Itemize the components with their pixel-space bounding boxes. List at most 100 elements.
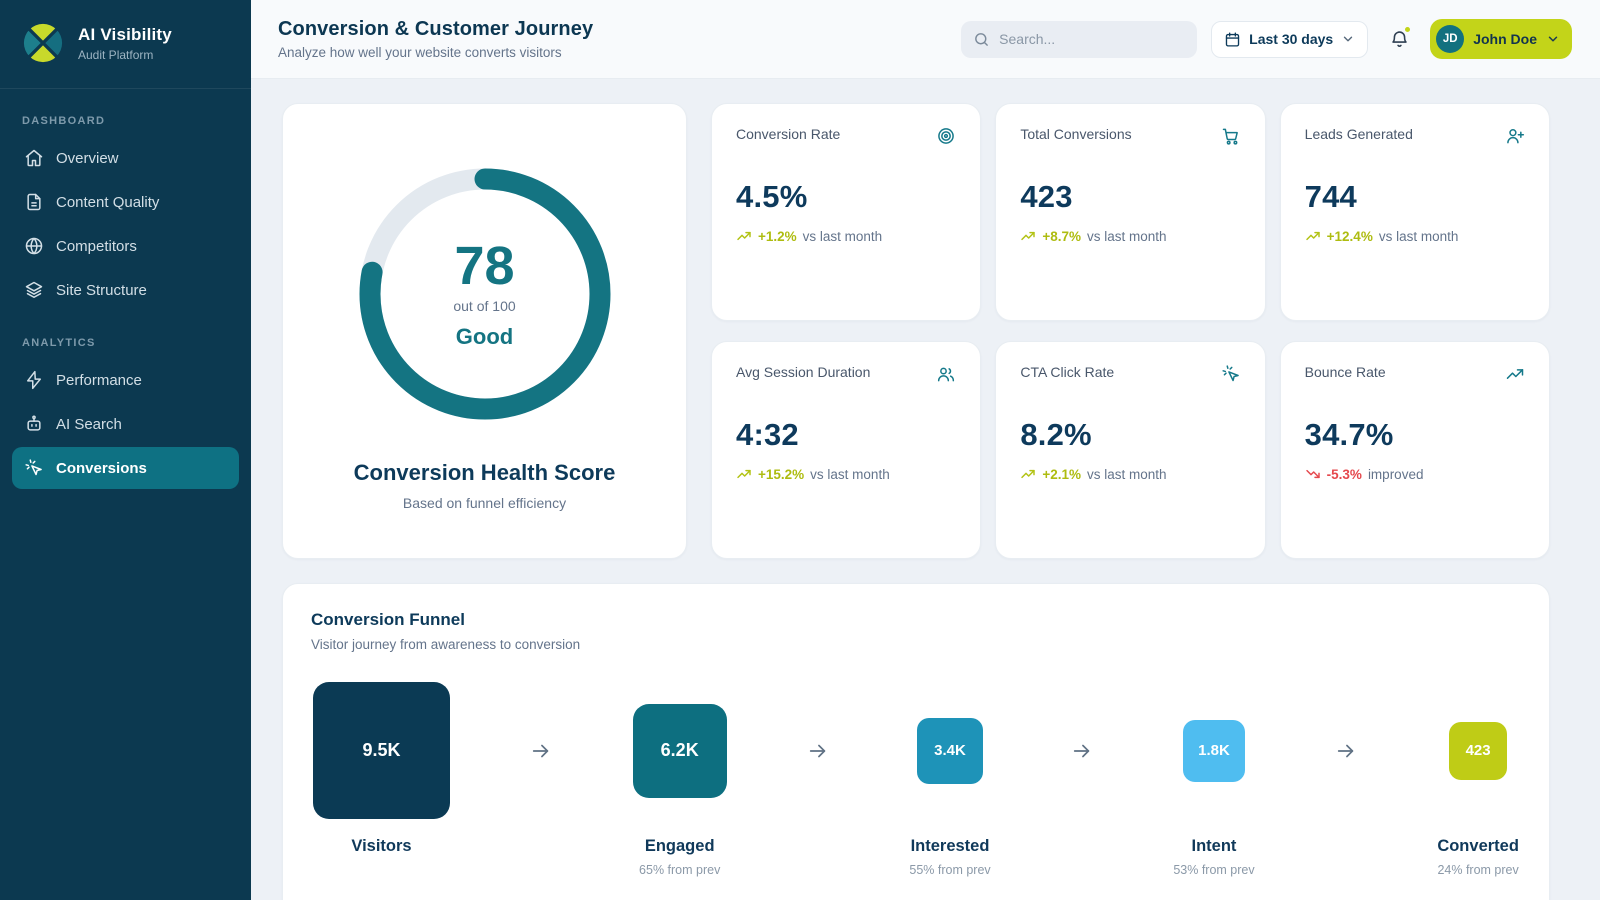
trending-up-icon — [1305, 228, 1321, 244]
metric-value: 34.7% — [1304, 417, 1394, 452]
metric-change-note: vs last month — [802, 228, 883, 244]
trending-up-icon — [736, 228, 752, 244]
nav-section-dashboard: DASHBOARD — [22, 115, 106, 127]
sidebar-item-ai-search[interactable]: AI Search — [12, 403, 239, 445]
page-subtitle: Analyze how well your website converts v… — [278, 45, 562, 60]
funnel-stage-pct: 55% from prev — [909, 863, 991, 877]
sidebar-item-overview[interactable]: Overview — [12, 137, 239, 179]
trending-down-icon — [1305, 466, 1321, 482]
arrow-right-icon — [807, 682, 829, 819]
metric-change-pct: +15.2% — [758, 466, 805, 482]
metric-value: 4:32 — [736, 417, 799, 452]
top-bar: Conversion & Customer Journey Analyze ho… — [251, 0, 1600, 79]
globe-icon — [25, 237, 43, 255]
bell-icon — [1391, 30, 1407, 47]
calendar-icon — [1225, 31, 1240, 47]
metric-title: Avg Session Duration — [736, 364, 871, 380]
funnel-stage-label: Visitors — [351, 837, 412, 855]
metric-change-pct: -5.3% — [1326, 466, 1362, 482]
search-input[interactable] — [999, 31, 1186, 47]
notifications-button[interactable] — [1382, 22, 1416, 56]
metric-change-pct: +8.7% — [1042, 228, 1081, 244]
chevron-down-icon — [1344, 36, 1353, 42]
user-plus-icon — [1505, 126, 1525, 151]
trending-up-icon — [1020, 466, 1036, 482]
metric-value: 744 — [1304, 179, 1357, 214]
users-icon — [936, 364, 956, 389]
metric-change-note: vs last month — [810, 466, 890, 482]
funnel-stage-pct: 65% from prev — [639, 863, 721, 877]
brand: AI Visibility Audit Platform — [0, 0, 251, 89]
layers-icon — [25, 281, 43, 298]
file-text-icon — [27, 193, 41, 211]
chevron-down-icon — [1548, 36, 1558, 42]
metric-value: 4.5% — [736, 179, 808, 214]
metric-title: Conversion Rate — [736, 126, 841, 142]
funnel-stage-label: Engaged — [644, 837, 715, 855]
funnel-stage-intent: 1.8K Intent 53% from prev — [1173, 682, 1255, 877]
trending-up-icon — [1020, 228, 1036, 244]
user-menu[interactable]: JD John Doe — [1430, 19, 1572, 59]
funnel-stage-box: 6.2K — [632, 703, 727, 798]
metric-card-leads-generated: Leads Generated 744 +12.4% vs last month — [1279, 103, 1550, 321]
funnel-stage-interested: 3.4K Interested 55% from prev — [909, 682, 991, 877]
metric-change: +2.1% vs last month — [1020, 466, 1240, 482]
sidebar-item-label: Content Quality — [56, 193, 160, 211]
health-card-subtitle: Based on funnel efficiency — [402, 495, 567, 511]
metric-title: Total Conversions — [1020, 126, 1132, 142]
sidebar-item-label: Conversions — [56, 459, 147, 477]
metric-change: +15.2% vs last month — [736, 466, 956, 482]
sidebar-item-competitors[interactable]: Competitors — [12, 225, 239, 267]
funnel-stage-label: Interested — [910, 837, 990, 855]
sidebar-item-label: AI Search — [56, 415, 122, 433]
sidebar-nav: DASHBOARD Overview Content Quality Compe… — [0, 89, 251, 491]
sidebar-item-content-quality[interactable]: Content Quality — [12, 181, 239, 223]
target-icon — [936, 126, 956, 151]
sidebar: AI Visibility Audit Platform DASHBOARD O… — [0, 0, 251, 900]
notification-dot — [1403, 25, 1413, 34]
page-head: Conversion & Customer Journey Analyze ho… — [278, 18, 593, 60]
funnel-stage-box: 1.8K — [1182, 719, 1245, 782]
shopping-cart-icon — [1221, 126, 1241, 151]
funnel-stage-pct: 24% from prev — [1437, 863, 1519, 877]
funnel-stage-visitors: 9.5K Visitors — [313, 682, 450, 856]
metric-title: Leads Generated — [1304, 126, 1413, 142]
health-card-title: Conversion Health Score — [353, 460, 616, 485]
funnel-stage-box: 423 — [1449, 721, 1508, 780]
trending-up-icon — [1505, 364, 1525, 389]
app-tagline: Audit Platform — [78, 47, 154, 62]
sidebar-item-conversions[interactable]: Conversions — [12, 447, 239, 489]
funnel-row: 9.5K Visitors 6.2K Engaged 65% from prev 3.4K… — [311, 682, 1521, 877]
user-name: John Doe — [1473, 31, 1537, 47]
health-score-rating: Good — [455, 323, 514, 349]
sidebar-item-label: Overview — [56, 149, 119, 167]
metric-change-note: vs last month — [1378, 228, 1459, 244]
funnel-stage-box: 9.5K — [313, 682, 450, 819]
metric-card-conversion-rate: Conversion Rate 4.5% +1.2% vs last month — [711, 103, 982, 321]
funnel-stage-label: Converted — [1437, 837, 1519, 855]
health-gauge: 78 out of 100 Good — [355, 164, 615, 424]
metric-card-cta-click-rate: CTA Click Rate 8.2% +2.1% vs last month — [995, 341, 1266, 559]
metric-change-note: vs last month — [1086, 466, 1167, 482]
date-range-label: Last 30 days — [1249, 31, 1334, 47]
sidebar-item-performance[interactable]: Performance — [12, 359, 239, 401]
cursor-click-icon — [1221, 364, 1241, 389]
funnel-stage-box: 3.4K — [917, 717, 984, 784]
health-score-card: 78 out of 100 Good Conversion Health Sco… — [282, 103, 687, 559]
metric-change: -5.3% improved — [1305, 466, 1525, 482]
funnel-subtitle: Visitor journey from awareness to conver… — [311, 637, 581, 652]
funnel-title: Conversion Funnel — [311, 610, 465, 629]
metric-title: Bounce Rate — [1304, 364, 1386, 380]
app-name: AI Visibility — [78, 24, 172, 44]
funnel-stage-label: Intent — [1191, 837, 1237, 855]
metric-value: 8.2% — [1020, 417, 1092, 452]
metric-change-note: improved — [1367, 466, 1424, 482]
content: 78 out of 100 Good Conversion Health Sco… — [251, 79, 1600, 900]
top-bar-actions: Last 30 days JD John Doe — [961, 19, 1572, 59]
date-range-button[interactable]: Last 30 days — [1211, 20, 1369, 58]
metric-card-bounce-rate: Bounce Rate 34.7% -5.3% improved — [1279, 341, 1550, 559]
arrow-right-icon — [1071, 682, 1093, 819]
sidebar-item-site-structure[interactable]: Site Structure — [12, 269, 239, 311]
avatar: JD — [1436, 25, 1465, 53]
metric-value: 423 — [1020, 179, 1073, 214]
